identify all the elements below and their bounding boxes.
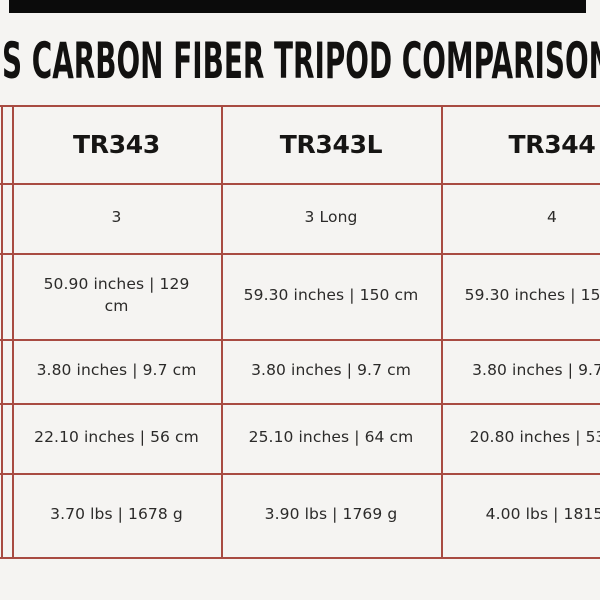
table-cell: 3	[111, 208, 122, 227]
table-cell: 59.30 inches | 150 cm	[464, 286, 600, 305]
table-cell: 3.80 inches | 9.7 cm	[472, 361, 600, 380]
header-cell-tr343: TR343	[73, 129, 160, 159]
table-border-top	[0, 105, 600, 107]
table-border-left-inner	[12, 105, 14, 559]
table-border-left-outer	[1, 105, 3, 559]
table-cell: 3.80 inches | 9.7 cm	[36, 361, 197, 380]
page-title-svg: S CARBON FIBER TRIPOD COMPARISON	[2, 32, 600, 88]
page-title-text: S CARBON FIBER TRIPOD COMPARISON	[2, 32, 600, 88]
table-border-row3	[0, 339, 600, 341]
table-cell: 50.90 inches | 129 cm	[43, 275, 190, 315]
table-border-row1	[0, 183, 600, 185]
table-border-col2-col3	[441, 105, 443, 559]
table-border-col1-col2	[221, 105, 223, 559]
table-cell: 3.70 lbs | 1678 g	[50, 505, 183, 524]
header-cell-tr343l: TR343L	[279, 129, 383, 159]
table-cell: 20.80 inches | 53 cm	[469, 428, 600, 447]
table-border-bottom	[0, 557, 600, 559]
table-border-row4	[0, 403, 600, 405]
table-cell: 22.10 inches | 56 cm	[34, 428, 199, 447]
table-cell: 4.00 lbs | 1815 g	[485, 505, 600, 524]
page-title: S CARBON FIBER TRIPOD COMPARISON	[0, 30, 600, 88]
top-black-bar	[9, 0, 586, 13]
table-cell: 3 Long	[304, 208, 358, 227]
table-border-row5	[0, 473, 600, 475]
table-border-row2	[0, 253, 600, 255]
table-cell: 25.10 inches | 64 cm	[248, 428, 414, 447]
table-cell: 3.80 inches | 9.7 cm	[251, 361, 411, 380]
table-cell: 3.90 lbs | 1769 g	[264, 505, 398, 524]
table-cell: 4	[547, 208, 557, 227]
table-cell: 59.30 inches | 150 cm	[243, 286, 419, 305]
header-cell-tr344: TR344	[508, 129, 596, 159]
